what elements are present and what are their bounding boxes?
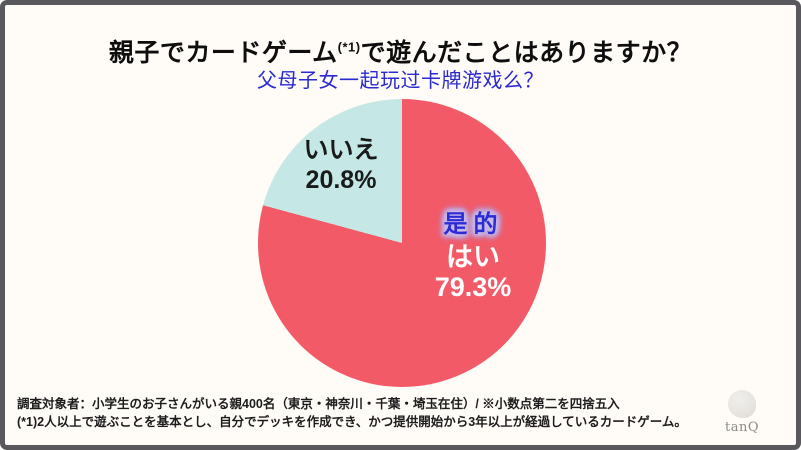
tanq-logo: tanQ [712, 390, 772, 435]
title-footnote-marker: (*1) [337, 39, 361, 55]
annotation-yes-translation: 是的 [443, 209, 504, 238]
pie-chart: いいえ 20.8% 是的 はい 79.3% [258, 99, 546, 387]
pie-label-yes-name: はい [446, 242, 500, 272]
footnote: 調査対象者：小学生のお子さんがいる親400名（東京・神奈川・千葉・埼玉在住）/ … [17, 395, 706, 431]
tanq-logo-icon [728, 390, 756, 418]
pie-circle [258, 99, 546, 387]
footnote-line1: 調査対象者：小学生のお子さんがいる親400名（東京・神奈川・千葉・埼玉在住）/ … [17, 397, 620, 411]
title-part1: 親子でカードゲーム [108, 39, 338, 67]
footnote-line2: (*1)2人以上で遊ぶことを基本とし、自分でデッキを作成でき、かつ提供開始から3… [17, 415, 687, 429]
pie-label-no: いいえ 20.8% [286, 135, 396, 195]
pie-label-yes-value: 79.3% [434, 272, 512, 302]
tanq-logo-text: tanQ [724, 420, 759, 435]
pie-label-yes: はい 79.3% [413, 242, 533, 302]
subtitle-translation: 父母子女一起玩过卡牌游戏么？ [257, 68, 544, 92]
title-part2: で遊んだことはありますか？ [360, 39, 693, 67]
pie-label-no-name: いいえ [303, 136, 379, 164]
page-title: 親子でカードゲーム(*1)で遊んだことはありますか？ [5, 33, 796, 69]
pie-label-no-value: 20.8% [305, 166, 377, 194]
